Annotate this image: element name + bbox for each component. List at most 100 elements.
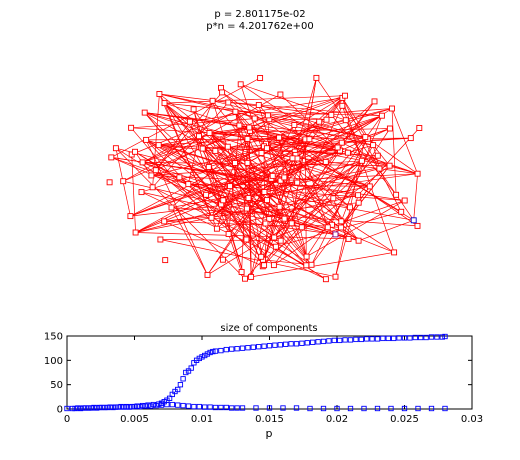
- network-edge: [249, 97, 343, 132]
- network-edge: [209, 132, 264, 267]
- network-node: [248, 273, 255, 280]
- data-point: [107, 404, 113, 410]
- network-edge: [247, 121, 320, 164]
- network-edge: [293, 124, 329, 228]
- network-edge: [229, 185, 414, 221]
- network-node: [225, 231, 232, 237]
- data-point: [223, 346, 229, 353]
- network-node: [219, 256, 226, 263]
- network-edge: [279, 206, 395, 253]
- x-tick-label: 0.02: [326, 414, 348, 425]
- network-edge: [342, 105, 369, 140]
- network-edge: [151, 138, 306, 176]
- data-point: [134, 403, 140, 409]
- data-point: [126, 404, 132, 410]
- data-point: [131, 403, 138, 410]
- network-node: [414, 170, 421, 177]
- network-edge: [164, 102, 251, 132]
- network-edge: [130, 157, 293, 217]
- network-node: [208, 214, 215, 221]
- data-point: [374, 405, 381, 412]
- network-node: [374, 152, 381, 159]
- network-node: [276, 203, 283, 210]
- data-point: [99, 404, 105, 411]
- data-point: [326, 338, 332, 344]
- network-node: [338, 224, 345, 231]
- network-node: [407, 135, 414, 142]
- data-point: [415, 405, 421, 412]
- data-point: [388, 405, 394, 412]
- network-edge: [413, 173, 418, 221]
- network-node: [306, 136, 313, 143]
- network-edge: [130, 128, 391, 217]
- data-point: [183, 369, 189, 376]
- data-point: [199, 354, 205, 360]
- data-point: [434, 334, 440, 340]
- largest-component-series: [64, 333, 448, 412]
- network-node: [316, 118, 323, 125]
- network-node: [206, 130, 213, 136]
- network-node: [156, 91, 163, 97]
- network-edge: [240, 84, 341, 151]
- network-node: [401, 197, 408, 204]
- network-node: [112, 145, 119, 152]
- data-point: [369, 336, 375, 342]
- data-point: [442, 333, 448, 340]
- data-point: [102, 404, 108, 411]
- network-node: [258, 150, 265, 156]
- data-point: [196, 403, 202, 410]
- data-point: [439, 334, 445, 340]
- data-point: [401, 335, 408, 341]
- data-point: [191, 403, 197, 410]
- network-edge: [160, 239, 336, 278]
- data-point: [196, 355, 202, 362]
- network-edge: [145, 139, 272, 180]
- network-node: [243, 236, 250, 243]
- network-edge: [209, 132, 395, 253]
- network-node: [186, 118, 193, 125]
- network-edge: [111, 77, 261, 158]
- network-node: [258, 253, 265, 260]
- network-edge: [391, 108, 418, 174]
- network-node: [168, 204, 175, 211]
- network-edge: [212, 100, 368, 140]
- data-point: [229, 346, 235, 352]
- pn-value-label: p*n = 4.201762e+00: [206, 21, 314, 32]
- network-edge: [211, 139, 306, 219]
- data-point: [145, 402, 151, 408]
- network-edge: [207, 178, 272, 276]
- data-point: [207, 404, 213, 410]
- data-point: [77, 405, 84, 412]
- network-edge: [131, 154, 136, 233]
- network-node: [294, 155, 301, 162]
- network-node: [303, 253, 310, 260]
- network-node: [232, 108, 239, 115]
- network-node: [196, 133, 202, 140]
- data-point: [277, 342, 283, 348]
- random-graph-network: [106, 74, 423, 283]
- network-edge: [188, 183, 405, 201]
- data-point: [153, 402, 159, 409]
- network-node: [398, 208, 405, 215]
- network-edge: [142, 95, 346, 163]
- network-edge: [263, 108, 393, 147]
- network-node: [303, 262, 310, 269]
- network-edge: [341, 142, 390, 167]
- network-node: [251, 115, 258, 122]
- network-node: [203, 191, 210, 198]
- network-edge: [280, 173, 418, 182]
- network-edge: [235, 111, 382, 117]
- network-edge: [306, 200, 405, 257]
- data-point: [212, 348, 219, 354]
- data-point: [169, 391, 175, 398]
- network-node: [244, 159, 251, 166]
- network-edge: [209, 132, 312, 266]
- network-edge: [228, 101, 375, 235]
- network-edge: [164, 95, 346, 104]
- data-point: [331, 337, 337, 344]
- data-point: [164, 401, 170, 408]
- network-node: [323, 116, 330, 123]
- network-node: [161, 100, 168, 107]
- network-edge: [212, 100, 382, 117]
- network-node: [344, 149, 351, 156]
